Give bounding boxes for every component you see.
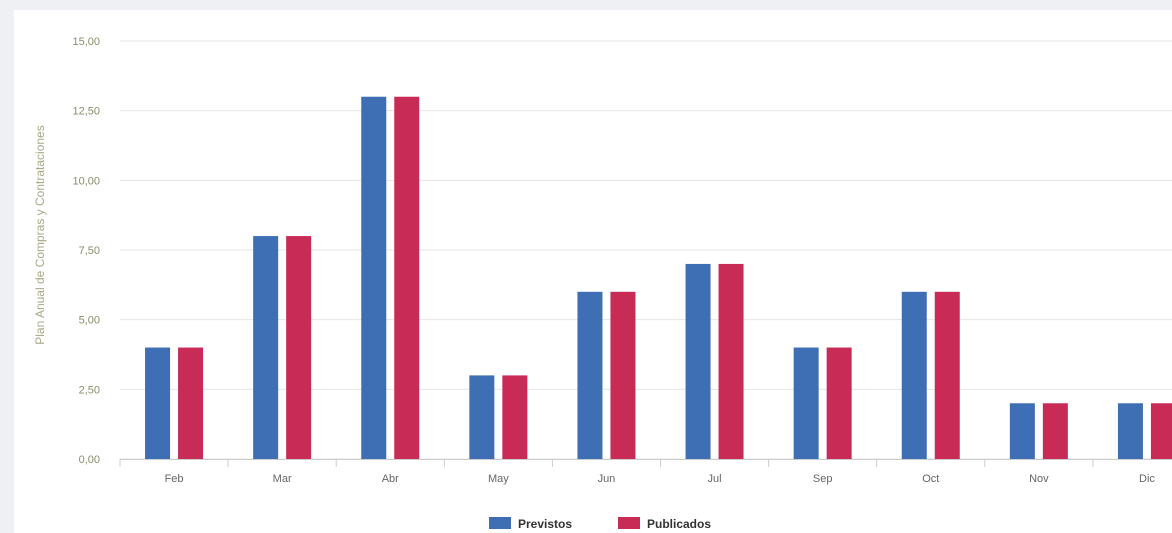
bar-publicados-feb[interactable] <box>178 347 204 459</box>
y-axis-ticks: 0,00 2,50 5,00 7,50 10,00 12,50 15,00 <box>72 36 100 466</box>
y-tick-label: 10,00 <box>72 175 100 187</box>
y-tick-label: 0,00 <box>79 454 100 466</box>
legend-label: Previstos <box>518 517 572 531</box>
bar-previstos-abr[interactable] <box>361 96 387 459</box>
bar-previstos-jul[interactable] <box>685 263 711 459</box>
bar-publicados-may[interactable] <box>502 375 528 459</box>
bar-previstos-feb[interactable] <box>145 347 171 459</box>
bar-previstos-nov[interactable] <box>1009 403 1035 459</box>
x-tick-label: Dic <box>1139 473 1155 485</box>
bar-previstos-dic[interactable] <box>1117 403 1143 459</box>
bar-publicados-abr[interactable] <box>394 96 420 459</box>
bar-publicados-sep[interactable] <box>826 347 852 459</box>
x-tick-label: Jun <box>598 473 616 485</box>
bar-publicados-mar[interactable] <box>286 236 312 459</box>
bar-previstos-oct[interactable] <box>901 291 927 459</box>
x-tick-label: Jul <box>708 473 722 485</box>
bar-publicados-nov[interactable] <box>1042 403 1068 459</box>
x-tick-label: May <box>488 473 509 485</box>
bar-publicados-jul[interactable] <box>718 263 744 459</box>
bar-previstos-jun[interactable] <box>577 291 603 459</box>
x-tick-label: Abr <box>382 473 399 485</box>
y-tick-label: 15,00 <box>72 36 100 48</box>
legend-item-previstos[interactable]: Previstos <box>489 517 572 531</box>
y-tick-label: 7,50 <box>79 245 100 257</box>
x-axis: Feb Mar Abr May Jun Jul Sep Oct Nov Dic <box>119 459 1172 485</box>
y-tick-label: 12,50 <box>72 106 100 118</box>
bar-previstos-mar[interactable] <box>253 236 279 459</box>
x-tick-label: Nov <box>1029 473 1049 485</box>
x-tick-label: Oct <box>922 473 939 485</box>
x-tick-label: Feb <box>165 473 184 485</box>
x-tick-label: Sep <box>813 473 833 485</box>
legend-swatch <box>618 517 640 529</box>
bars <box>145 96 1172 459</box>
bar-publicados-jun[interactable] <box>610 291 636 459</box>
y-tick-label: 2,50 <box>79 384 100 396</box>
y-tick-label: 5,00 <box>79 315 100 327</box>
bar-previstos-sep[interactable] <box>793 347 819 459</box>
legend[interactable]: Previstos Publicados <box>489 517 711 531</box>
y-axis-title: Plan Anual de Compras y Contrataciones <box>33 125 47 344</box>
legend-label: Publicados <box>647 517 711 531</box>
legend-swatch <box>489 517 511 529</box>
x-tick-label: Mar <box>273 473 292 485</box>
legend-item-publicados[interactable]: Publicados <box>618 517 711 531</box>
bar-publicados-dic[interactable] <box>1150 403 1172 459</box>
bar-previstos-may[interactable] <box>469 375 495 459</box>
bar-publicados-oct[interactable] <box>934 291 960 459</box>
